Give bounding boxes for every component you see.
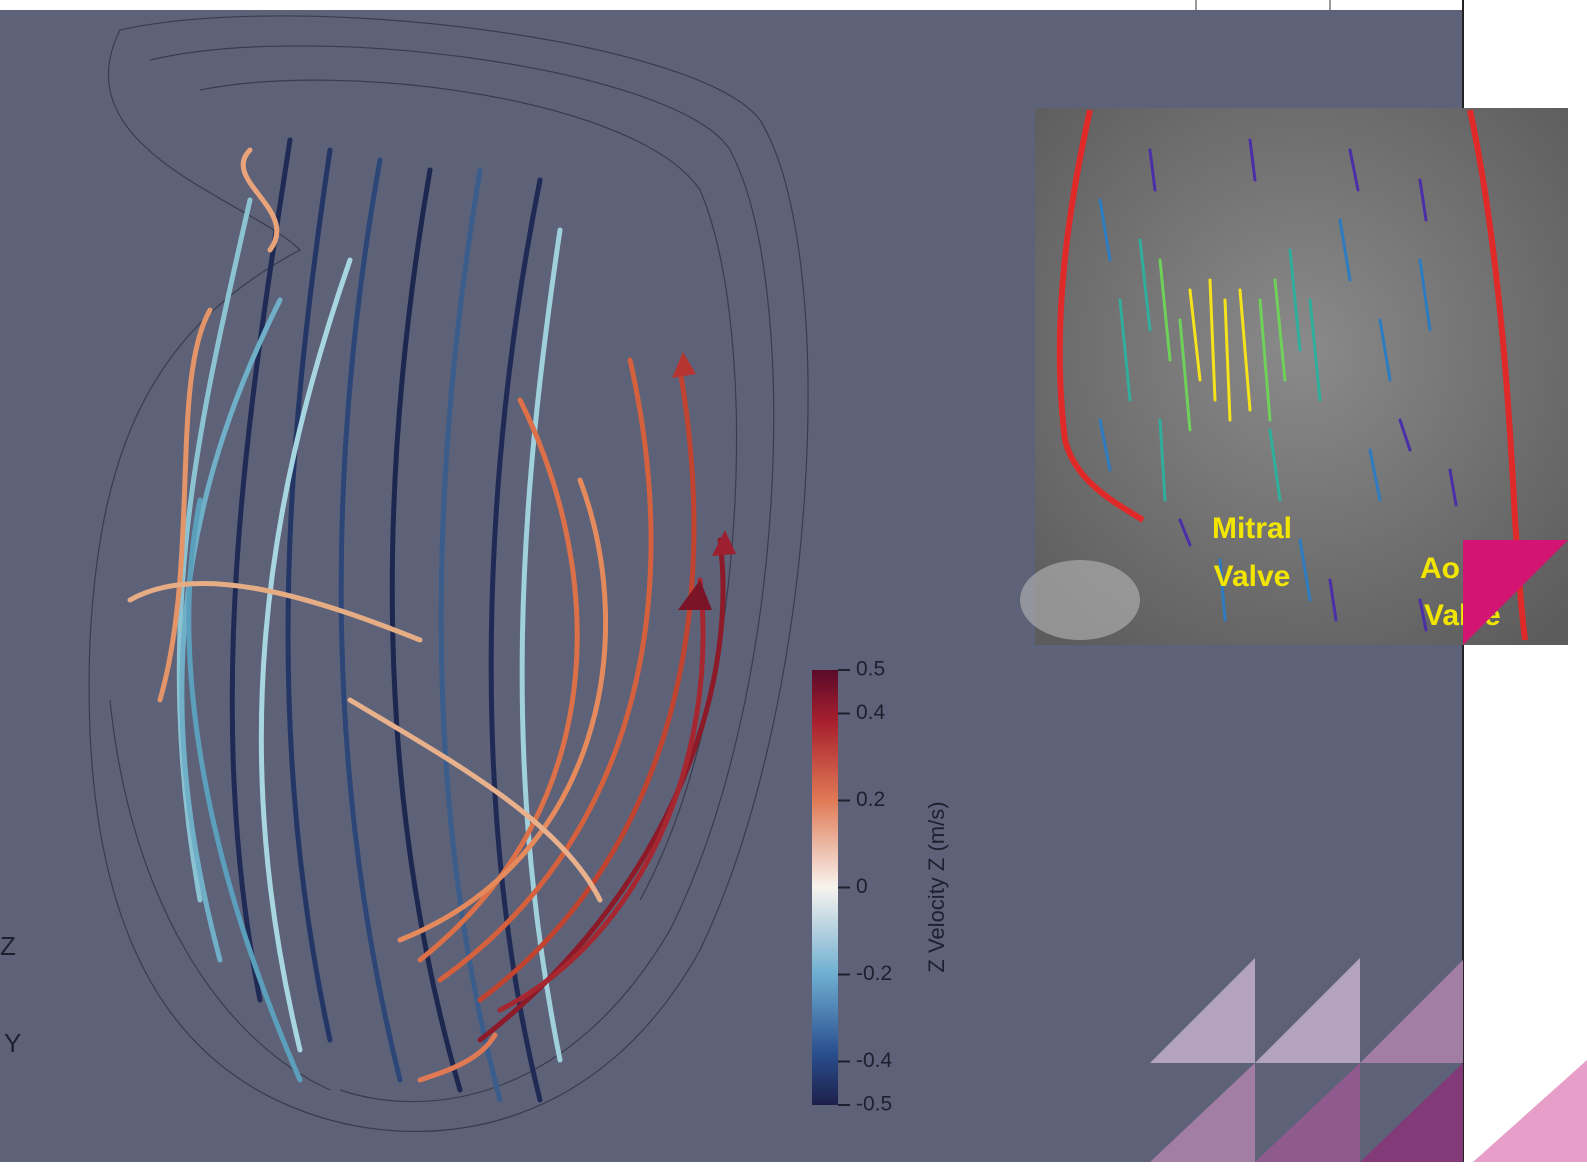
colorbar-tick-label: 0.4 — [856, 701, 886, 724]
bright-region — [1020, 560, 1140, 640]
colorbar-tick-label: -0.5 — [856, 1093, 892, 1116]
inset-label: Valve — [1214, 560, 1291, 593]
inset-label: Ao — [1420, 552, 1460, 585]
colorbar-tick-label: 0.5 — [856, 658, 885, 681]
colorbar-title: Z Velocity Z (m/s) — [924, 801, 949, 972]
slide: Z Y Z Velocity Z (m/s) 0.5 0.4 0.2 0 -0.2 -0.… — [0, 0, 1587, 1176]
top-strip — [0, 0, 1463, 10]
colorbar-tick-label: -0.2 — [856, 962, 892, 985]
bottom-strip — [0, 1162, 1463, 1176]
axis-label: Y — [4, 1028, 21, 1058]
inset-label: Mitral — [1212, 512, 1292, 545]
colorbar-tick-label: 0.2 — [856, 788, 885, 811]
colorbar-tick-label: 0 — [856, 875, 868, 898]
axis-label: Z — [0, 931, 16, 961]
colorbar-gradient — [812, 670, 838, 1105]
colorbar-tick-label: -0.4 — [856, 1049, 893, 1072]
